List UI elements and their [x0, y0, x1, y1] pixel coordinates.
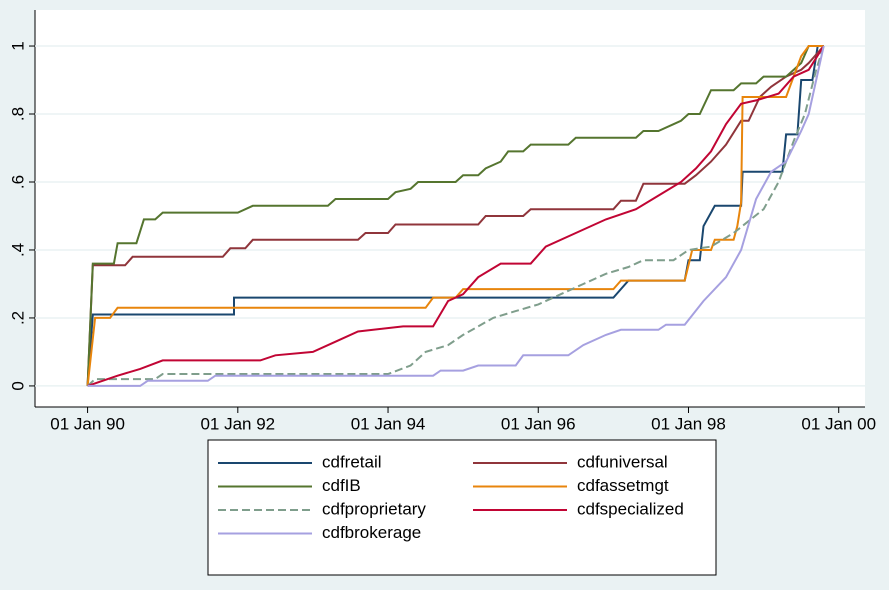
series-line	[86, 45, 824, 386]
legend-label: cdfassetmgt	[577, 476, 669, 495]
legend-label: cdfspecialized	[577, 499, 684, 518]
series-line	[86, 45, 825, 387]
series-line	[86, 45, 825, 386]
y-tick-label: 0	[8, 381, 27, 390]
x-tick-label: 01 Jan 00	[801, 414, 876, 433]
x-tick-label: 01 Jan 92	[200, 414, 275, 433]
series-line	[87, 45, 825, 387]
x-tick-label: 01 Jan 98	[651, 414, 726, 433]
legend-label: cdfIB	[322, 476, 361, 495]
y-tick-label: .4	[8, 243, 27, 257]
legend-label: cdfbrokerage	[322, 523, 421, 542]
y-tick-label: .6	[8, 175, 27, 189]
legend-label: cdfuniversal	[577, 452, 668, 471]
series-line	[86, 45, 824, 386]
x-tick-label: 01 Jan 96	[501, 414, 576, 433]
series-line	[87, 45, 825, 387]
x-tick-label: 01 Jan 94	[351, 414, 426, 433]
legend-label: cdfproprietary	[322, 499, 426, 518]
x-tick-label: 01 Jan 90	[50, 414, 125, 433]
plot-area	[35, 10, 865, 407]
y-tick-label: 1	[8, 41, 27, 50]
y-tick-label: .2	[8, 311, 27, 325]
legend-label: cdfretail	[322, 452, 382, 471]
y-tick-label: .8	[8, 107, 27, 121]
